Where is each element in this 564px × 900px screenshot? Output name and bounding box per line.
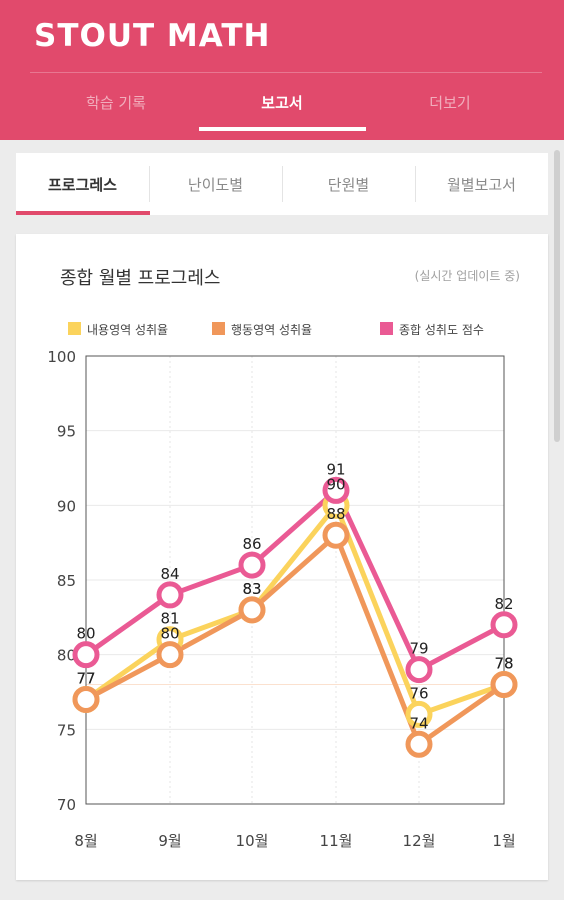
data-label: 90	[326, 475, 345, 493]
data-label: 83	[242, 580, 261, 598]
progress-chart: 내용영역 성취율 행동영역 성취율 종합 성취도 점수 70 75 80 85 90 95 100…	[47, 322, 518, 850]
data-label: 80	[76, 625, 95, 643]
subtab-unit[interactable]: 단원별	[327, 175, 370, 194]
data-point	[490, 611, 518, 639]
data-point	[322, 476, 350, 504]
legend-label: 행동영역 성취율	[231, 322, 312, 337]
data-label: 77	[76, 669, 95, 687]
x-tick-label: 12월	[403, 832, 436, 850]
data-point	[72, 685, 100, 713]
data-label: 91	[326, 460, 345, 478]
legend-swatch	[380, 322, 393, 335]
y-tick-label: 90	[57, 497, 76, 515]
subtab-divider	[149, 166, 150, 202]
tab-study-record[interactable]: 학습 기록	[86, 94, 146, 112]
y-tick-label: 75	[57, 721, 76, 739]
app-header: STOUT MATH 학습 기록 보고서 더보기	[0, 0, 564, 140]
data-label: 81	[160, 610, 179, 628]
sub-tab-bar: 프로그레스 난이도별 단원별 월별보고서	[16, 153, 548, 215]
series-line	[83, 532, 507, 747]
card-subtitle: (실시간 업데이트 중)	[414, 269, 520, 283]
data-label: 78	[494, 655, 513, 673]
subtab-divider	[282, 166, 283, 202]
data-point	[72, 641, 100, 669]
y-tick-label: 85	[57, 572, 76, 590]
series-line	[83, 502, 507, 717]
subtab-difficulty[interactable]: 난이도별	[187, 175, 244, 194]
data-point	[405, 700, 433, 728]
data-label: 77	[76, 669, 95, 687]
legend-label: 종합 성취도 점수	[399, 323, 484, 337]
series-line	[83, 487, 507, 673]
legend-swatch	[68, 322, 81, 335]
data-label: 76	[409, 684, 428, 702]
x-tick-label: 1월	[492, 832, 515, 850]
card-title: 종합 월별 프로그레스	[60, 268, 221, 289]
tab-report[interactable]: 보고서	[261, 94, 303, 112]
plot-frame	[85, 355, 505, 805]
data-label: 74	[409, 714, 428, 732]
x-tick-label: 10월	[236, 832, 269, 850]
data-label: 88	[326, 505, 345, 523]
subtab-monthly-report[interactable]: 월별보고서	[446, 175, 516, 194]
x-tick-label: 8월	[74, 832, 97, 850]
data-label: 78	[494, 655, 513, 673]
data-label: 83	[242, 580, 261, 598]
subtab-indicator	[16, 211, 150, 215]
data-point	[405, 730, 433, 758]
main-tab-indicator	[199, 127, 366, 131]
data-point	[238, 596, 266, 624]
x-tick-label: 9월	[158, 832, 181, 850]
scrollbar[interactable]	[554, 150, 560, 442]
app-logo: STOUT MATH	[34, 18, 271, 54]
y-tick-label: 95	[57, 423, 76, 441]
data-point	[405, 656, 433, 684]
y-tick-label: 80	[57, 647, 76, 665]
data-point	[156, 581, 184, 609]
progress-card: 종합 월별 프로그레스 (실시간 업데이트 중) 내용영역 성취율 행동영역 성취…	[16, 234, 548, 880]
y-tick-label: 70	[57, 796, 76, 814]
data-point	[156, 641, 184, 669]
legend-swatch	[212, 322, 225, 335]
data-label: 82	[494, 595, 513, 613]
data-label: 79	[409, 640, 428, 658]
tab-more[interactable]: 더보기	[429, 94, 471, 112]
data-point	[322, 521, 350, 549]
data-label: 86	[242, 535, 261, 553]
data-label: 80	[160, 625, 179, 643]
subtab-progress[interactable]: 프로그레스	[47, 175, 117, 194]
legend-label: 내용영역 성취율	[87, 323, 168, 337]
subtab-divider	[415, 166, 416, 202]
y-tick-label: 100	[47, 348, 76, 366]
x-tick-label: 11월	[320, 832, 353, 850]
header-divider	[30, 72, 542, 73]
data-point	[238, 551, 266, 579]
data-point	[490, 671, 518, 699]
data-label: 84	[160, 565, 179, 583]
